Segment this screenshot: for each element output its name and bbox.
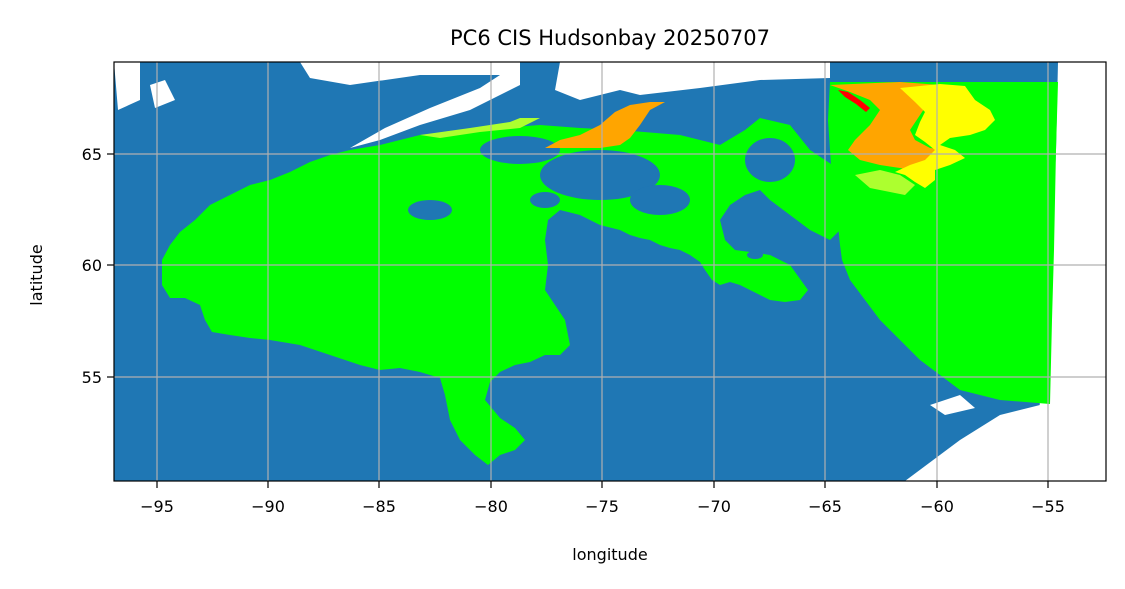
x-tick-label: −55 <box>1031 497 1065 516</box>
ice-region-lightgreen-east <box>855 170 915 195</box>
y-tick-label: 60 <box>82 256 102 275</box>
ice-region-lightgreen-north <box>420 118 540 138</box>
x-tick-label: −85 <box>362 497 396 516</box>
ice-region-yellow <box>895 84 995 188</box>
y-axis <box>107 153 114 378</box>
ice-layer <box>162 82 1058 465</box>
nodata-areas <box>114 62 1106 481</box>
y-axis-label: latitude <box>27 244 46 305</box>
x-tick-label: −80 <box>474 497 508 516</box>
x-axis-label: longitude <box>572 545 647 564</box>
ice-region-red <box>838 90 870 112</box>
y-tick-label: 65 <box>82 145 102 164</box>
plot-frame <box>113 61 1107 482</box>
x-tick-label: −70 <box>697 497 731 516</box>
x-tick-label: −90 <box>251 497 285 516</box>
y-tick-label: 55 <box>82 368 102 387</box>
y-tick-labels: 65 60 55 <box>82 145 102 387</box>
grid-lines <box>114 62 1106 481</box>
ice-region-orange-foxe <box>545 102 665 148</box>
chart-title: PC6 CIS Hudsonbay 20250707 <box>450 26 770 50</box>
plot-area <box>113 61 1107 482</box>
x-tick-label: −75 <box>585 497 619 516</box>
x-tick-label: −65 <box>808 497 842 516</box>
x-tick-labels: −95 −90 −85 −80 −75 −70 −65 −60 −55 <box>140 497 1065 516</box>
x-tick-label: −60 <box>920 497 954 516</box>
x-tick-label: −95 <box>140 497 174 516</box>
x-axis <box>156 481 1049 488</box>
